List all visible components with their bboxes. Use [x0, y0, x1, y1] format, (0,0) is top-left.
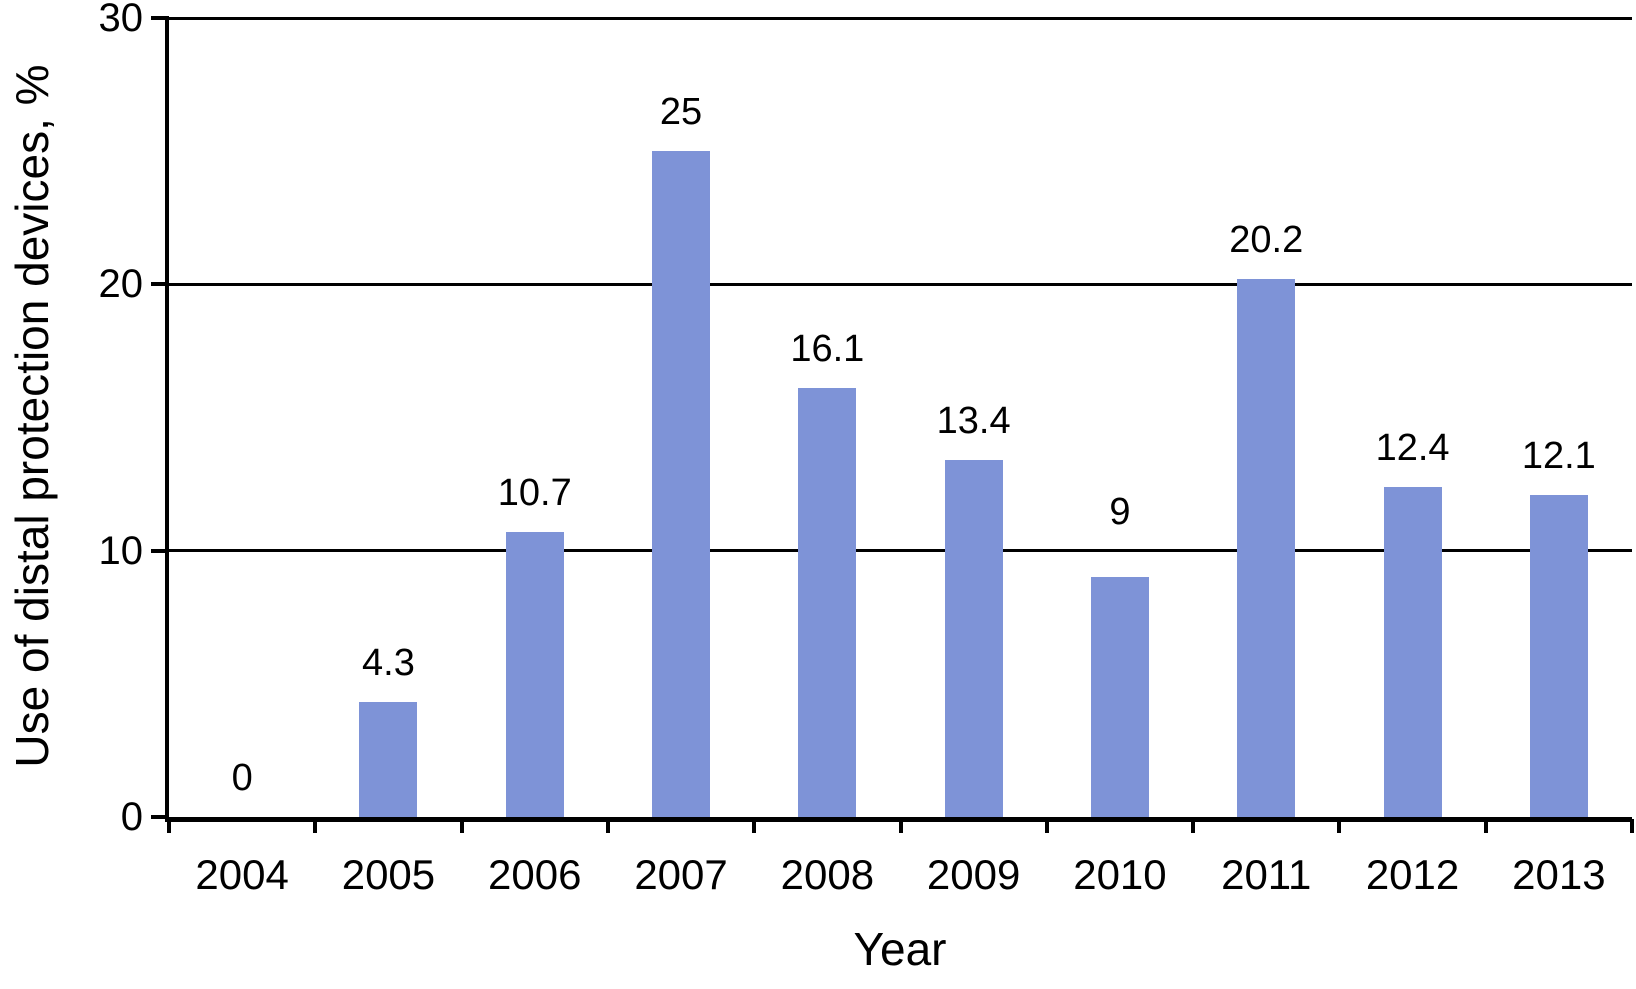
x-tick-label: 2010: [1073, 851, 1167, 898]
y-tick-label: 20: [98, 262, 144, 307]
y-tick-mark: [151, 16, 169, 20]
bar-value-label: 10.7: [497, 472, 572, 515]
x-tick-mark: [898, 819, 903, 833]
x-tick-mark: [1337, 819, 1342, 833]
x-axis-title: Year: [853, 923, 947, 975]
bar-value-label: 20.2: [1229, 219, 1304, 262]
x-tick-label: 2009: [926, 851, 1021, 898]
bar-value-label: 16.1: [790, 328, 865, 371]
x-tick-mark: [1044, 819, 1049, 833]
y-tick-mark: [151, 815, 169, 819]
x-axis-tick-labels: 2004 2005 2006 2007 2008 2009 2010 2011 2012 2013: [169, 854, 1632, 898]
gridline: [169, 549, 1632, 553]
plot-area: 0 4.3 10.7 25 16.1 13.4 9 20.2 12.4 12.1: [151, 16, 1634, 833]
y-tick-mark: [151, 548, 169, 553]
bar-value-label: 0: [231, 757, 253, 799]
x-tick-mark: [1191, 819, 1196, 833]
y-axis-title: Use of distal protection devices, %: [6, 64, 58, 768]
x-tick-label: 2005: [341, 851, 436, 898]
bar: [652, 151, 711, 817]
bar-value-label: 12.1: [1521, 434, 1596, 477]
y-tick-label: 30: [98, 0, 144, 40]
bar-value-label: 12.4: [1375, 426, 1450, 469]
x-tick-mark: [1483, 819, 1488, 833]
x-tick-label: 2011: [1221, 851, 1312, 898]
bar: [1237, 279, 1296, 817]
x-tick-mark: [752, 819, 757, 833]
bar: [359, 702, 418, 817]
bar-value-label: 25: [659, 91, 703, 134]
x-tick-label: 2008: [780, 851, 875, 898]
x-tick-mark: [1630, 819, 1634, 833]
x-tick-mark: [313, 819, 318, 833]
x-tick-label: 2013: [1512, 851, 1606, 898]
x-tick-mark: [605, 819, 610, 833]
x-tick-label: 2007: [634, 851, 728, 898]
y-tick-label: 10: [98, 528, 144, 573]
bar: [798, 388, 857, 817]
gridline: [169, 282, 1632, 286]
gridline: [169, 16, 1632, 20]
bar-value-label: 4.3: [362, 642, 415, 685]
bar: [505, 532, 564, 817]
bar: [1383, 486, 1442, 817]
x-tick-label: 2006: [488, 851, 582, 898]
x-tick-label: 2012: [1365, 851, 1460, 898]
x-tick-label: 2004: [195, 851, 289, 898]
x-tick-mark: [459, 819, 464, 833]
bar-value-label: 13.4: [936, 400, 1011, 443]
bar: [1090, 577, 1149, 817]
x-tick-mark: [167, 819, 171, 833]
y-tick-mark: [151, 282, 169, 287]
bar-value-label: 9: [1109, 491, 1131, 534]
bar: [1529, 494, 1588, 817]
y-tick-label: 0: [120, 795, 143, 839]
bar: [944, 460, 1003, 817]
